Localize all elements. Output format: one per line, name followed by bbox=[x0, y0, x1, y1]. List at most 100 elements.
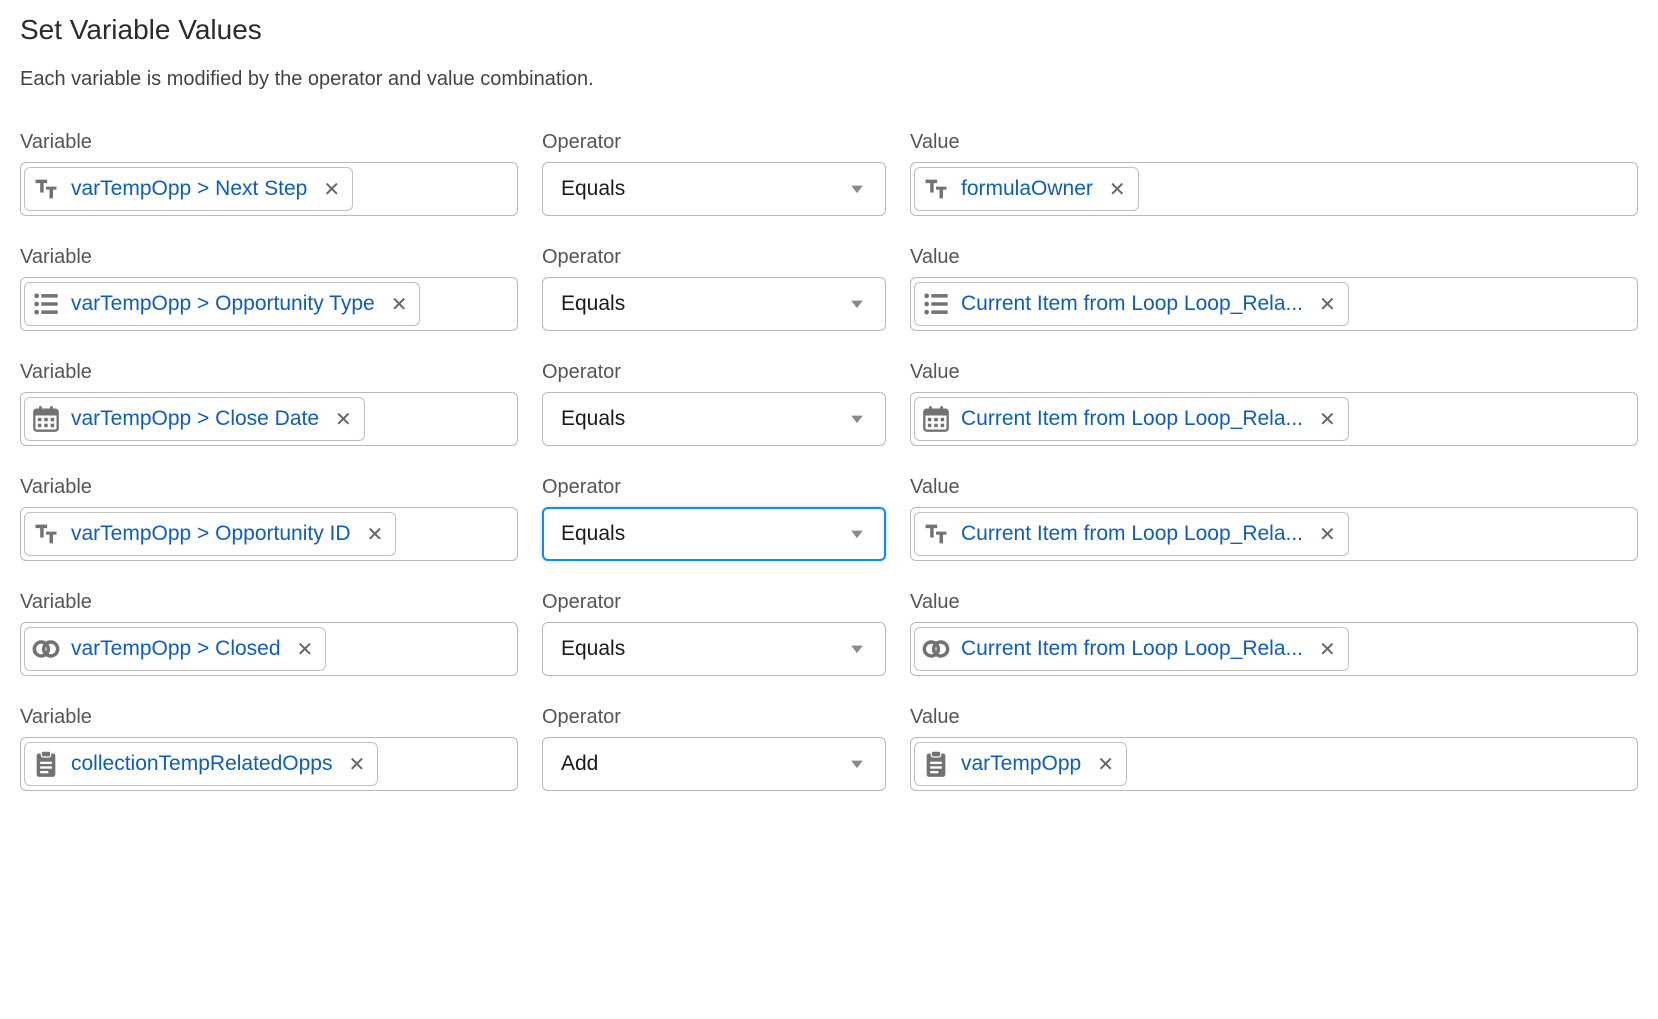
value-column: Value Current Item from Loop Loop_Rela..… bbox=[910, 361, 1638, 446]
chevron-down-icon bbox=[847, 639, 867, 659]
operator-column: Operator Equals bbox=[542, 591, 886, 676]
variable-label: Variable bbox=[20, 246, 518, 269]
variable-field[interactable]: varTempOpp > Opportunity ID ✕ bbox=[20, 507, 518, 561]
operator-label: Operator bbox=[542, 476, 886, 499]
operator-text: Equals bbox=[561, 292, 625, 316]
variable-column: Variable collectionTempRelatedOpps ✕ bbox=[20, 706, 518, 791]
value-column: Value formulaOwner ✕ bbox=[910, 131, 1638, 216]
close-icon[interactable]: ✕ bbox=[331, 407, 356, 432]
value-label: Value bbox=[910, 361, 1638, 384]
value-pill: Current Item from Loop Loop_Rela...✕ bbox=[914, 627, 1349, 671]
chevron-down-icon bbox=[847, 754, 867, 774]
chevron-down-icon bbox=[847, 524, 867, 544]
value-field[interactable]: Current Item from Loop Loop_Rela... ✕ bbox=[910, 392, 1638, 446]
close-icon[interactable]: ✕ bbox=[1105, 177, 1130, 202]
clipboard-icon bbox=[31, 749, 61, 779]
variable-column: Variable varTempOpp > Opportunity Type ✕ bbox=[20, 246, 518, 331]
value-text: Current Item from Loop Loop_Rela... bbox=[961, 292, 1303, 316]
date-icon bbox=[31, 404, 61, 434]
close-icon[interactable]: ✕ bbox=[293, 637, 318, 662]
value-field[interactable]: varTempOpp ✕ bbox=[910, 737, 1638, 791]
variable-column: Variable varTempOpp > Next Step ✕ bbox=[20, 131, 518, 216]
operator-select[interactable]: Add bbox=[542, 737, 886, 791]
list-icon bbox=[921, 289, 951, 319]
close-icon[interactable]: ✕ bbox=[387, 292, 412, 317]
variable-pill: collectionTempRelatedOpps ✕ bbox=[24, 742, 378, 786]
value-field[interactable]: Current Item from Loop Loop_Rela... ✕ bbox=[910, 277, 1638, 331]
assignment-row: Variable varTempOpp > Opportunity ID✕Ope… bbox=[20, 476, 1638, 561]
variable-pill: varTempOpp > Closed ✕ bbox=[24, 627, 326, 671]
close-icon[interactable]: ✕ bbox=[1315, 522, 1340, 547]
variable-field[interactable]: collectionTempRelatedOpps ✕ bbox=[20, 737, 518, 791]
value-field[interactable]: formulaOwner ✕ bbox=[910, 162, 1638, 216]
variable-pill: varTempOpp > Next Step ✕ bbox=[24, 167, 353, 211]
close-icon[interactable]: ✕ bbox=[319, 177, 344, 202]
variable-text: varTempOpp > Closed bbox=[71, 637, 281, 661]
variable-pill: varTempOpp > Close Date ✕ bbox=[24, 397, 365, 441]
variable-field[interactable]: varTempOpp > Next Step ✕ bbox=[20, 162, 518, 216]
clipboard-icon bbox=[921, 749, 951, 779]
chevron-down-icon bbox=[847, 179, 867, 199]
value-field[interactable]: Current Item from Loop Loop_Rela...✕ bbox=[910, 622, 1638, 676]
text-icon bbox=[921, 519, 951, 549]
variable-label: Variable bbox=[20, 131, 518, 154]
operator-column: Operator Equals bbox=[542, 246, 886, 331]
operator-text: Equals bbox=[561, 177, 625, 201]
operator-label: Operator bbox=[542, 706, 886, 729]
set-variable-values-panel: Set Variable Values Each variable is mod… bbox=[20, 14, 1638, 791]
operator-text: Equals bbox=[561, 637, 625, 661]
close-icon[interactable]: ✕ bbox=[1315, 407, 1340, 432]
close-icon[interactable]: ✕ bbox=[363, 522, 388, 547]
variable-field[interactable]: varTempOpp > Close Date ✕ bbox=[20, 392, 518, 446]
variable-label: Variable bbox=[20, 706, 518, 729]
value-text: formulaOwner bbox=[961, 177, 1093, 201]
value-text: varTempOpp bbox=[961, 752, 1081, 776]
chevron-down-icon bbox=[847, 409, 867, 429]
operator-text: Add bbox=[561, 752, 598, 776]
link-icon bbox=[31, 634, 61, 664]
operator-column: Operator Equals bbox=[542, 476, 886, 561]
value-column: Value Current Item from Loop Loop_Rela..… bbox=[910, 591, 1638, 676]
value-text: Current Item from Loop Loop_Rela... bbox=[961, 522, 1303, 546]
value-label: Value bbox=[910, 131, 1638, 154]
value-label: Value bbox=[910, 476, 1638, 499]
close-icon[interactable]: ✕ bbox=[1315, 637, 1340, 662]
panel-subtitle: Each variable is modified by the operato… bbox=[20, 68, 1638, 91]
variable-text: varTempOpp > Next Step bbox=[71, 177, 307, 201]
variable-text: varTempOpp > Opportunity Type bbox=[71, 292, 375, 316]
variable-text: collectionTempRelatedOpps bbox=[71, 752, 332, 776]
value-field[interactable]: Current Item from Loop Loop_Rela... ✕ bbox=[910, 507, 1638, 561]
variable-field[interactable]: varTempOpp > Opportunity Type ✕ bbox=[20, 277, 518, 331]
variable-text: varTempOpp > Opportunity ID bbox=[71, 522, 351, 546]
close-icon[interactable]: ✕ bbox=[1093, 752, 1118, 777]
assignment-row: Variable varTempOpp > Close Date✕Operato… bbox=[20, 361, 1638, 446]
value-column: Value Current Item from Loop Loop_Rela..… bbox=[910, 476, 1638, 561]
operator-select[interactable]: Equals bbox=[542, 622, 886, 676]
operator-select[interactable]: Equals bbox=[542, 277, 886, 331]
close-icon[interactable]: ✕ bbox=[1315, 292, 1340, 317]
value-label: Value bbox=[910, 706, 1638, 729]
operator-text: Equals bbox=[561, 407, 625, 431]
link-icon bbox=[921, 634, 951, 664]
value-text: Current Item from Loop Loop_Rela... bbox=[961, 407, 1303, 431]
variable-column: Variable varTempOpp > Close Date✕ bbox=[20, 361, 518, 446]
variable-field[interactable]: varTempOpp > Closed ✕ bbox=[20, 622, 518, 676]
chevron-down-icon bbox=[847, 294, 867, 314]
operator-column: OperatorEquals bbox=[542, 131, 886, 216]
operator-label: Operator bbox=[542, 246, 886, 269]
operator-column: Operator Add bbox=[542, 706, 886, 791]
variable-text: varTempOpp > Close Date bbox=[71, 407, 319, 431]
variable-column: Variable varTempOpp > Opportunity ID✕ bbox=[20, 476, 518, 561]
close-icon[interactable]: ✕ bbox=[344, 752, 369, 777]
variable-pill: varTempOpp > Opportunity ID ✕ bbox=[24, 512, 396, 556]
assignment-row: Variable varTempOpp > Next Step ✕ Operator… bbox=[20, 131, 1638, 216]
operator-label: Operator bbox=[542, 591, 886, 614]
operator-select[interactable]: Equals bbox=[542, 507, 886, 561]
panel-title: Set Variable Values bbox=[20, 14, 1638, 46]
operator-select[interactable]: Equals bbox=[542, 392, 886, 446]
operator-label: Operator bbox=[542, 361, 886, 384]
operator-select[interactable]: Equals bbox=[542, 162, 886, 216]
assignment-row: Variable varTempOpp > Opportunity Type ✕ O… bbox=[20, 246, 1638, 331]
text-icon bbox=[921, 174, 951, 204]
assignment-rows: Variable varTempOpp > Next Step ✕ Operator… bbox=[20, 131, 1638, 791]
